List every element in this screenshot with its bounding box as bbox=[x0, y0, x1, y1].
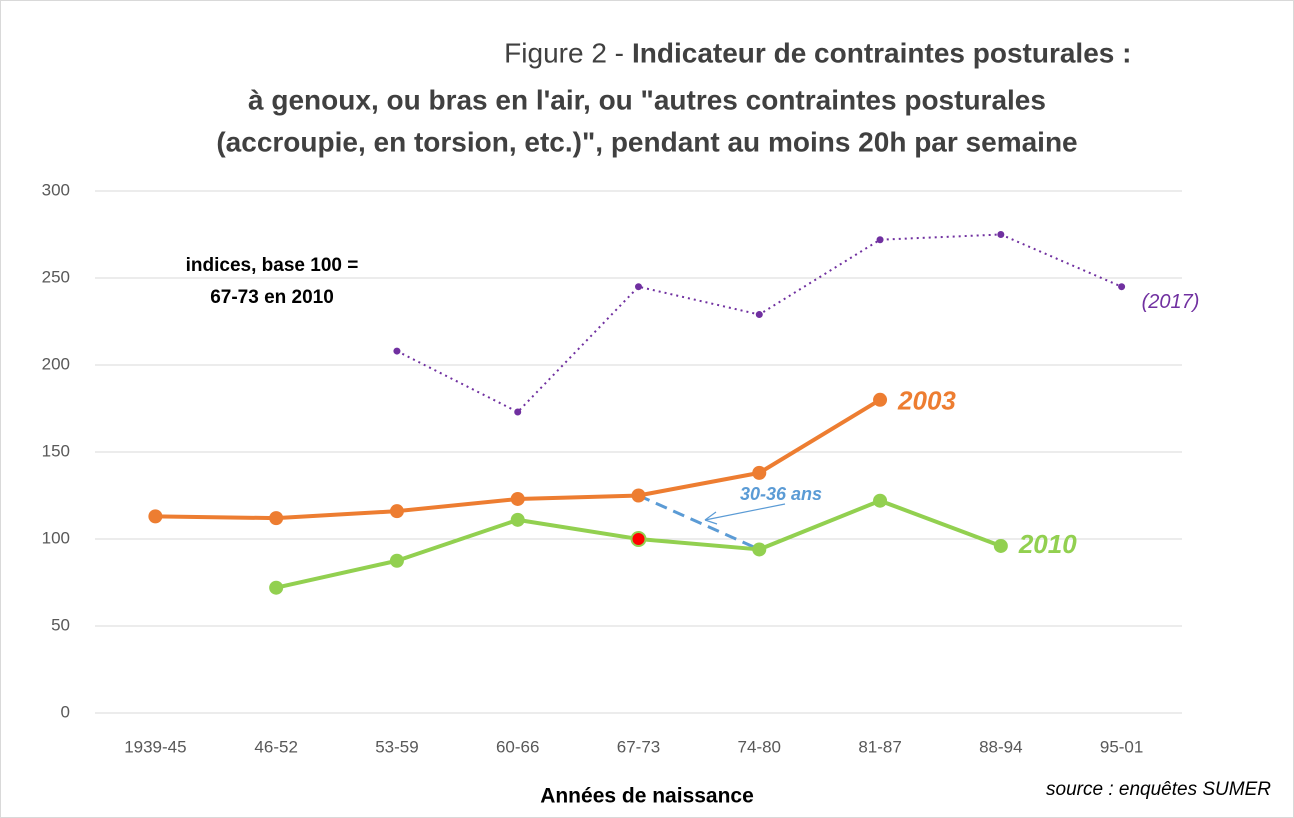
y-tick-label: 150 bbox=[42, 441, 70, 460]
data-point bbox=[389, 553, 404, 568]
chart-title: à genoux, ou bras en l'air, ou "autres c… bbox=[248, 84, 1046, 115]
annotation-arrow bbox=[704, 503, 786, 525]
y-tick-label: 50 bbox=[51, 615, 70, 634]
x-tick-label: 53-59 bbox=[375, 737, 418, 756]
chart-title-label: Figure 2 - bbox=[504, 37, 624, 68]
data-point bbox=[389, 504, 404, 519]
x-tick-label: 67-73 bbox=[617, 737, 660, 756]
chart-title: Indicateur de contraintes posturales : bbox=[632, 37, 1131, 68]
data-point bbox=[514, 408, 522, 416]
x-tick-label: 60-66 bbox=[496, 737, 539, 756]
source-note: source : enquêtes SUMER bbox=[1046, 779, 1271, 800]
y-tick-label: 300 bbox=[42, 180, 70, 199]
x-tick-label: 95-01 bbox=[1100, 737, 1143, 756]
x-tick-label: 46-52 bbox=[254, 737, 297, 756]
data-point bbox=[148, 509, 163, 524]
data-point bbox=[393, 347, 401, 355]
data-point bbox=[510, 512, 525, 527]
series-label: (2017) bbox=[1142, 291, 1200, 313]
annotation: indices, base 100 = bbox=[186, 255, 359, 276]
data-point bbox=[755, 311, 763, 319]
data-point bbox=[631, 488, 646, 503]
data-point bbox=[873, 493, 888, 508]
series-label: 2010 bbox=[1018, 529, 1077, 559]
x-tick-label: 74-80 bbox=[738, 737, 781, 756]
x-tick-label: 1939-45 bbox=[124, 737, 186, 756]
data-point bbox=[269, 580, 284, 595]
data-point bbox=[269, 511, 284, 526]
data-point bbox=[752, 542, 767, 557]
data-point bbox=[630, 531, 647, 547]
annotation: 67-73 en 2010 bbox=[210, 287, 334, 308]
y-tick-label: 200 bbox=[42, 354, 70, 373]
x-tick-label: 81-87 bbox=[858, 737, 901, 756]
series-label: 2003 bbox=[897, 386, 956, 416]
chart-title: (accroupie, en torsion, etc.)", pendant … bbox=[216, 126, 1077, 157]
data-point bbox=[752, 465, 767, 480]
x-axis-label: Années de naissance bbox=[540, 785, 754, 808]
y-tick-label: 250 bbox=[42, 267, 70, 286]
y-tick-label: 0 bbox=[61, 702, 70, 721]
data-point bbox=[876, 236, 884, 244]
data-point bbox=[1118, 283, 1126, 291]
x-tick-label: 88-94 bbox=[979, 737, 1022, 756]
data-point bbox=[510, 491, 525, 506]
data-point bbox=[993, 538, 1008, 553]
cohort-connector bbox=[637, 494, 760, 551]
data-point bbox=[635, 283, 642, 291]
data-point bbox=[873, 392, 888, 407]
data-point bbox=[997, 231, 1005, 238]
y-tick-label: 100 bbox=[42, 528, 70, 547]
annotation: 30-36 ans bbox=[740, 484, 822, 504]
